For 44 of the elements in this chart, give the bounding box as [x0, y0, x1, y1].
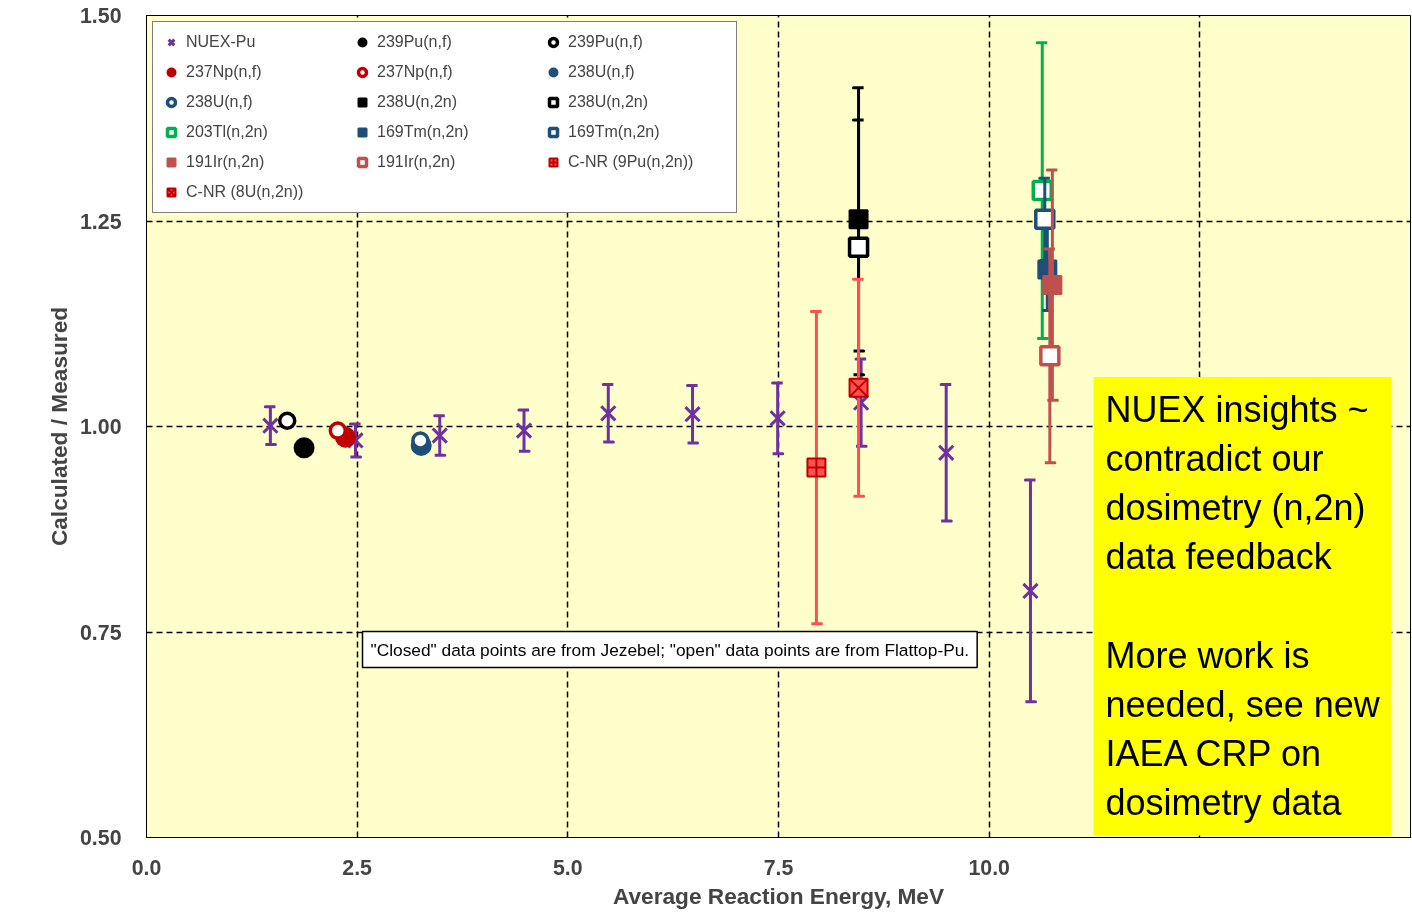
x-tick-label: 10.0: [968, 855, 1010, 880]
point: [769, 409, 787, 427]
x-tick-label: 5.0: [553, 855, 583, 880]
point: [847, 236, 870, 259]
x-axis-title: Average Reaction Energy, MeV: [612, 882, 945, 909]
legend-label: NUEX-Pu: [186, 32, 257, 52]
text: NUEX insights ~ contradict our dosimetry (n,2n) data feedback More work is needed, see new IAEA CRP on dosimetry data: [1105, 388, 1380, 824]
point: [293, 437, 315, 459]
y-tick-label: 1.50: [79, 4, 122, 28]
x-tick-label: 7.5: [763, 855, 794, 880]
y-tick-label: 1.00: [79, 415, 122, 439]
point: [1021, 582, 1040, 600]
legend-label: 169Tm(n,2n): [568, 122, 661, 142]
point: [261, 417, 279, 435]
legend-label: C-NR (8U(n,2n)): [186, 182, 305, 202]
legend-label: 203Tl(n,2n): [186, 122, 269, 142]
legend-label: 191Ir(n,2n): [377, 152, 457, 172]
legend-label: 238U(n,f): [568, 62, 636, 82]
legend-label: 237Np(n,f): [186, 62, 263, 82]
legend-label: 239Pu(n,f): [377, 32, 453, 52]
y-tick-label: 0.50: [79, 826, 122, 850]
point: [328, 421, 348, 440]
point: [431, 426, 449, 445]
point: [806, 457, 827, 478]
legend-label: 238U(n,2n): [568, 92, 650, 112]
legend-label: 238U(n,2n): [377, 92, 459, 112]
x-tick-label: 0.0: [131, 855, 162, 880]
y-axis-title: Calculated / Measured: [45, 306, 72, 547]
point: [683, 405, 702, 423]
point: [277, 411, 297, 430]
annotation: "Closed" data points are from Jezebel; "open" data points are from Flattop-Pu.: [370, 639, 970, 660]
legend-label: 237Np(n,f): [377, 62, 454, 82]
legend-label: C-NR (9Pu(n,2n)): [568, 152, 695, 172]
legend-label: 191Ir(n,2n): [186, 152, 266, 172]
legend-label: 239Pu(n,f): [568, 32, 644, 52]
legend-label: 238U(n,f): [186, 92, 254, 112]
point: [599, 404, 617, 422]
legend-label: 169Tm(n,2n): [377, 122, 470, 142]
point: [937, 444, 955, 462]
y-tick-label: 1.25: [79, 209, 122, 234]
point: [515, 422, 533, 440]
x-tick-label: 2.5: [342, 855, 373, 880]
point: [1039, 345, 1061, 367]
y-tick-label: 0.75: [79, 620, 122, 645]
